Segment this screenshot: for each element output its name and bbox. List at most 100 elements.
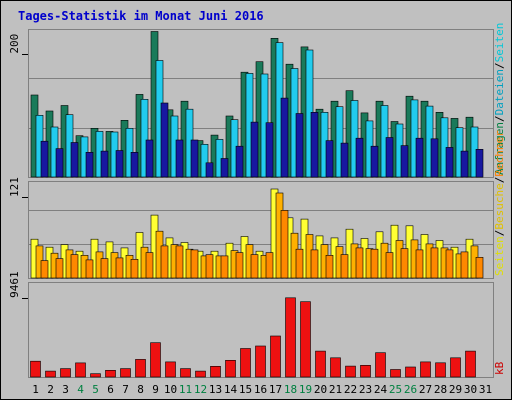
bar-seiten-day-10 — [175, 139, 184, 178]
x-axis-tick-label: 8 — [137, 383, 144, 396]
bar-kb-day-17 — [270, 335, 281, 378]
bar-kb-day-21 — [330, 357, 341, 378]
x-axis-tick-label: 16 — [254, 383, 267, 396]
panel-middle: 121 Seiten/Besuche/Rechner — [8, 130, 506, 279]
bar-kb-day-20 — [315, 350, 326, 378]
bar-rechner-day-7 — [130, 258, 139, 279]
bar-seiten-day-3 — [70, 142, 79, 178]
bar-kb-day-25 — [390, 369, 401, 378]
bar-seiten-day-9 — [160, 102, 169, 178]
bar-kb-day-5 — [90, 373, 101, 378]
x-axis-tick-label: 28 — [434, 383, 447, 396]
bar-seiten-day-7 — [130, 152, 139, 178]
x-axis-tick-label: 22 — [344, 383, 357, 396]
bar-seiten-day-12 — [205, 162, 214, 178]
bar-rechner-day-25 — [400, 248, 409, 279]
bar-rechner-day-6 — [115, 257, 124, 279]
x-axis-tick-label: 2 — [47, 383, 54, 396]
legend-labels: Seiten/Besuche/Rechner — [493, 130, 506, 276]
bar-kb-day-12 — [195, 370, 206, 378]
bar-kb-day-26 — [405, 366, 416, 378]
x-axis-tick-label: 5 — [92, 383, 99, 396]
bar-rechner-day-5 — [100, 258, 109, 279]
x-axis-tick-label: 31 — [479, 383, 492, 396]
bar-rechner-day-13 — [220, 255, 229, 279]
bar-rechner-day-18 — [295, 248, 304, 279]
x-axis-tick-label: 4 — [77, 383, 84, 396]
bar-kb-day-30 — [465, 350, 476, 378]
legend-label: / — [493, 115, 506, 122]
x-axis-tick-label: 23 — [359, 383, 372, 396]
x-axis-tick-label: 17 — [269, 383, 282, 396]
bar-kb-day-9 — [150, 342, 161, 378]
x-axis-tick-label: 1 — [32, 383, 39, 396]
y-axis-tick-label: 121 — [8, 177, 21, 197]
bar-seiten-day-1 — [40, 140, 49, 178]
legend-label: Anfragen — [493, 122, 506, 175]
x-axis-tick-label: 7 — [122, 383, 129, 396]
bar-rechner-day-17 — [280, 210, 289, 279]
bar-rechner-day-1 — [40, 260, 49, 279]
bar-kb-day-1 — [30, 360, 41, 378]
bar-rechner-day-11 — [190, 249, 199, 279]
bar-seiten-day-17 — [280, 97, 289, 178]
bar-seiten-day-16 — [265, 122, 274, 178]
bar-dateien-day-21 — [335, 106, 344, 178]
legend-label: / — [493, 230, 506, 237]
bar-rechner-day-9 — [160, 245, 169, 279]
bar-rechner-day-16 — [265, 252, 274, 279]
bar-seiten-day-20 — [325, 140, 334, 178]
chart-panels: 200Anfragen/Dateien/Seiten121Seiten/Besu… — [8, 23, 506, 378]
bar-rechner-day-28 — [445, 249, 454, 279]
legend-label: kB — [493, 361, 506, 375]
legend-label: Seiten — [493, 23, 506, 63]
bar-seiten-day-27 — [430, 138, 439, 178]
bar-kb-day-2 — [45, 370, 56, 378]
bar-kb-day-14 — [225, 359, 236, 378]
bar-seiten-day-2 — [55, 148, 64, 178]
bar-rechner-day-10 — [175, 245, 184, 279]
bar-rechner-day-14 — [235, 252, 244, 279]
bar-rechner-day-2 — [55, 258, 64, 279]
bar-seiten-day-28 — [445, 147, 454, 178]
bar-kb-day-27 — [420, 361, 431, 378]
bar-kb-day-11 — [180, 368, 191, 378]
x-axis-tick-label: 19 — [299, 383, 312, 396]
bar-seiten-day-13 — [220, 158, 229, 178]
x-axis-tick-label: 14 — [224, 383, 238, 396]
bar-seiten-day-18 — [295, 113, 304, 178]
bar-dateien-day-12 — [200, 144, 209, 178]
bar-kb-day-3 — [60, 368, 71, 378]
bar-kb-day-6 — [105, 369, 116, 378]
bar-rechner-day-30 — [475, 256, 484, 279]
bar-kb-day-8 — [135, 359, 146, 378]
bar-kb-day-18 — [285, 297, 296, 378]
bar-seiten-day-4 — [85, 152, 94, 178]
x-axis-tick-label: 10 — [164, 383, 177, 396]
bar-seiten-day-6 — [115, 150, 124, 178]
bar-rechner-day-29 — [460, 251, 469, 279]
bar-kb-day-28 — [435, 362, 446, 378]
bar-rechner-day-26 — [415, 249, 424, 279]
x-axis-tick-label: 11 — [179, 383, 192, 396]
legend-label: Seiten — [493, 236, 506, 276]
bar-seiten-day-11 — [190, 139, 199, 178]
x-axis-tick-label: 30 — [464, 383, 477, 396]
x-axis-tick-label: 15 — [239, 383, 252, 396]
legend-label: Dateien — [493, 69, 506, 115]
x-axis-tick-labels: 1 2 3 4 5 6 7 8 9 10 11 12 13 14 15 16 17 18 19 20 21 22 23 24 2… — [32, 383, 492, 396]
bar-kb-day-22 — [345, 365, 356, 378]
bar-seiten-day-21 — [340, 142, 349, 178]
bar-seiten-day-14 — [235, 145, 244, 178]
bar-rechner-day-12 — [205, 254, 214, 279]
bar-seiten-day-30 — [475, 149, 484, 178]
bar-kb-day-29 — [450, 357, 461, 378]
panel-bottom: 9461 kB — [8, 271, 506, 378]
bar-seiten-day-5 — [100, 150, 109, 178]
bar-kb-day-4 — [75, 362, 86, 378]
x-axis-tick-label: 3 — [62, 383, 69, 396]
bar-kb-day-13 — [210, 365, 221, 378]
y-axis-tick-label: 9461 — [8, 271, 21, 298]
bar-kb-day-23 — [360, 364, 371, 378]
